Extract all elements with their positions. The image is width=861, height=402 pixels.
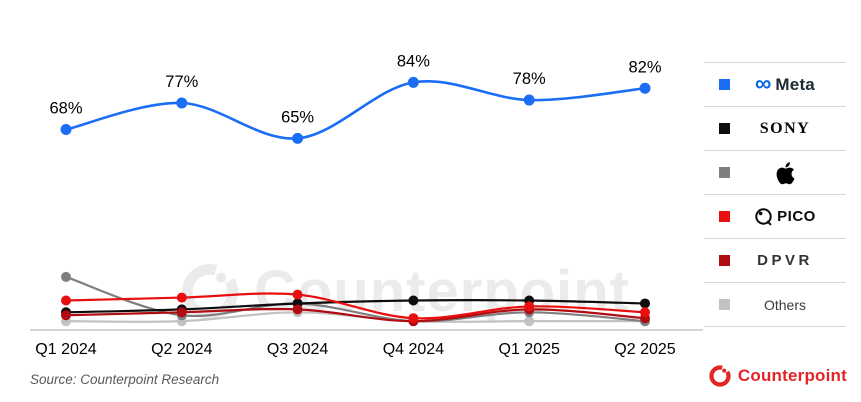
sony-label: SONY — [759, 119, 811, 137]
data-point-sony — [408, 295, 419, 306]
x-axis-label: Q2 2024 — [151, 341, 212, 358]
data-point-pico — [176, 292, 187, 303]
data-point-others — [524, 316, 535, 327]
data-point-meta — [523, 94, 535, 106]
legend-item-apple — [704, 150, 846, 194]
counterpoint-ring-icon — [709, 365, 731, 387]
series-line-meta — [65, 80, 646, 140]
data-point-pico — [61, 295, 71, 306]
data-point-pico — [524, 301, 535, 312]
others-label: Others — [763, 296, 806, 313]
legend-item-sony: SONY — [704, 106, 846, 150]
pico-circle-icon — [755, 208, 772, 226]
series-line-dpvr — [65, 307, 646, 323]
series-line-pico — [65, 292, 646, 320]
data-point-pico — [640, 307, 650, 318]
x-axis-label: Q4 2024 — [383, 341, 444, 358]
series-line-sony — [65, 299, 646, 314]
meta-series-swatch — [719, 79, 730, 90]
meta-infinity-icon: ∞ — [755, 70, 772, 96]
data-point-sony — [640, 298, 650, 309]
x-axis-label: Q3 2024 — [267, 341, 328, 358]
others-logo: Others — [730, 297, 840, 313]
data-point-label: 78% — [513, 70, 546, 88]
x-axis-label: Q2 2025 — [614, 341, 675, 358]
legend-item-dpvr: DPVR — [704, 238, 846, 282]
dpvr-series-swatch — [719, 255, 730, 266]
data-point-meta — [639, 82, 651, 94]
data-point-dpvr — [292, 304, 303, 315]
data-point-label: 84% — [397, 52, 430, 70]
source-note: Source: Counterpoint Research — [30, 372, 220, 387]
x-axis-label: Q1 2024 — [35, 341, 96, 358]
sony-logo: SONY — [730, 120, 840, 138]
data-point-dpvr — [176, 307, 187, 318]
meta-logo: ∞ Meta — [730, 70, 840, 96]
legend-item-pico: PICO — [704, 194, 846, 238]
sony-series-swatch — [719, 123, 730, 134]
legend-item-others: Others — [704, 282, 846, 326]
data-point-label: 82% — [628, 58, 661, 76]
series-line-apple — [65, 275, 646, 323]
data-point-label: 77% — [165, 73, 198, 91]
x-axis-label: Q1 2025 — [499, 341, 560, 358]
data-point-label: 65% — [281, 108, 314, 126]
others-series-swatch — [719, 299, 730, 310]
dpvr-logo: DPVR — [730, 252, 840, 269]
data-point-pico — [292, 289, 303, 300]
apple-logo — [730, 160, 840, 185]
data-point-label: 68% — [49, 100, 82, 118]
meta-label: Meta — [775, 74, 815, 94]
chart-legend: ∞ Meta SONY PICO DPVR — [704, 62, 846, 327]
data-point-meta — [60, 124, 72, 136]
apple-icon — [776, 162, 795, 185]
dpvr-label: DPVR — [757, 252, 813, 269]
data-point-apple — [61, 271, 71, 282]
legend-item-meta: ∞ Meta — [704, 62, 846, 106]
data-point-meta — [407, 76, 419, 88]
counterpoint-logo-text: Counterpoint — [737, 366, 847, 385]
counterpoint-logo: Counterpoint — [708, 364, 847, 388]
pico-series-swatch — [719, 211, 730, 222]
apple-series-swatch — [719, 167, 730, 178]
pico-label: PICO — [777, 208, 816, 225]
data-point-dpvr — [61, 310, 71, 321]
data-point-pico — [408, 313, 419, 324]
data-point-meta — [292, 132, 304, 144]
pico-logo: PICO — [730, 207, 840, 226]
data-point-meta — [176, 97, 188, 109]
